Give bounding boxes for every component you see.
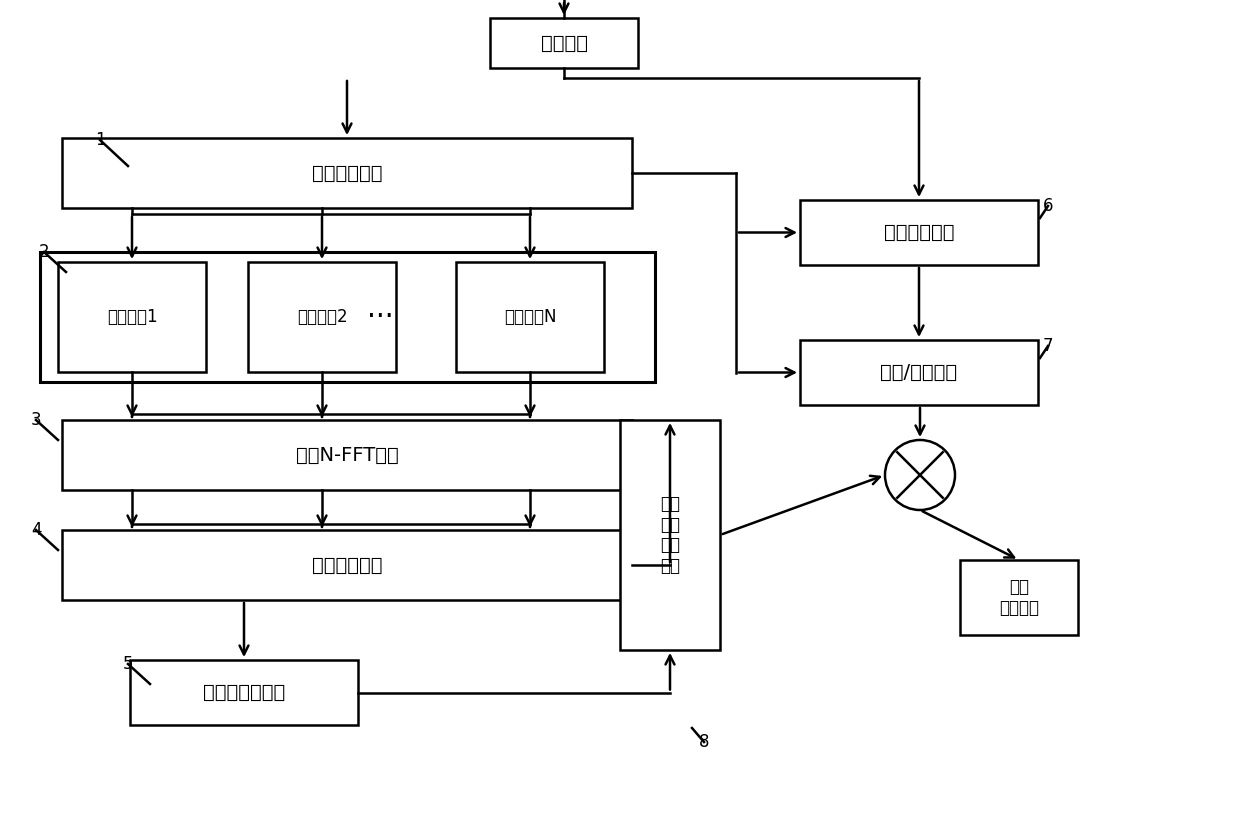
Text: 相关器组2: 相关器组2 [296,308,347,326]
Bar [40,252,655,382]
Text: 输入数据: 输入数据 [541,33,588,53]
Text: 输出
同步数据: 输出 同步数据 [999,579,1039,617]
Text: 内插/抽取模块: 内插/抽取模块 [880,363,957,382]
Text: 相关器组N: 相关器组N [503,308,557,326]
Text: 4: 4 [31,521,41,539]
Text: 多普勒估计模块: 多普勒估计模块 [203,683,285,702]
Text: 5: 5 [123,655,133,673]
Bar [58,262,206,372]
Bar [490,18,639,68]
Text: 并行N-FFT模块: 并行N-FFT模块 [295,446,398,465]
Bar [62,530,632,600]
Bar [248,262,396,372]
Text: 门限判决模块: 门限判决模块 [311,555,382,574]
Text: 相关器组1: 相关器组1 [107,308,157,326]
Bar [960,560,1078,635]
Text: ···: ··· [367,303,393,331]
Text: 输入缓存模块: 输入缓存模块 [311,164,382,182]
Text: 8: 8 [699,733,709,751]
Bar [800,340,1038,405]
Bar [456,262,604,372]
Text: 1: 1 [94,131,105,149]
Text: 参考
相位
存储
模块: 参考 相位 存储 模块 [660,495,680,575]
Bar [62,420,632,490]
Text: 6: 6 [1043,197,1053,215]
Bar [620,420,720,650]
Bar [62,138,632,208]
Text: 数据截取模块: 数据截取模块 [884,223,955,242]
Text: 3: 3 [31,411,41,429]
Text: 2: 2 [38,243,50,261]
Bar [130,660,358,725]
Bar [800,200,1038,265]
Text: 7: 7 [1043,337,1053,355]
